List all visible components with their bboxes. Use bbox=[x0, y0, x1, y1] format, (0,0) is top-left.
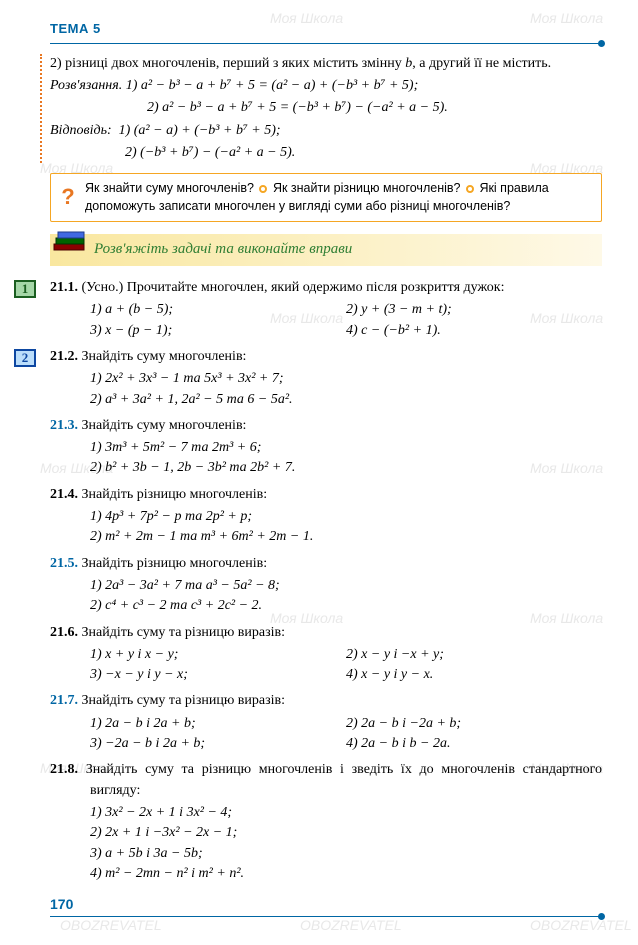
exercise-title: (Усно.) Прочитайте многочлен, який одерж… bbox=[82, 280, 505, 295]
exercise: 221.2. Знайдіть суму многочленів:1) 2x² … bbox=[50, 347, 602, 410]
problem-text-2: 2) різниці двох многочленів, перший з як… bbox=[50, 54, 602, 74]
exercise: 21.7. Знайдіть суму та різницю виразів: 1… bbox=[50, 691, 602, 754]
answer-line-1: Відповідь: 1) (a² − a) + (−b³ + b⁷ + 5); bbox=[50, 121, 602, 141]
exercise-item: 2) 2a − b і −2a + b; bbox=[346, 714, 602, 734]
exercise-item: 2) a³ + 3a² + 1, 2a² − 5 та 6 − 5a². bbox=[50, 390, 602, 410]
exercise-title: Знайдіть суму та різницю виразів: bbox=[82, 693, 286, 708]
exercise-number: 21.2. bbox=[50, 349, 78, 364]
exercise-item: 4) m² − 2mn − n² і m² + n². bbox=[50, 864, 602, 884]
exercise-item: 4) 2a − b і b − 2a. bbox=[346, 734, 602, 754]
exercise-number: 21.5. bbox=[50, 556, 78, 571]
exercise-item: 3) −2a − b і 2a + b; bbox=[90, 734, 346, 754]
exercise-item: 1) x + y і x − y; bbox=[90, 645, 346, 665]
level-marker-2: 2 bbox=[14, 349, 36, 367]
exercise-title: Знайдіть суму та різницю виразів: bbox=[82, 625, 286, 640]
level-marker-1: 1 bbox=[14, 280, 36, 298]
exercise-item: 2) m² + 2m − 1 та m³ + 6m² + 2m − 1. bbox=[50, 527, 602, 547]
exercise: 21.6. Знайдіть суму та різницю виразів: 1… bbox=[50, 623, 602, 686]
exercise-number: 21.6. bbox=[50, 625, 78, 640]
theme-header: ТЕМА 5 bbox=[50, 20, 602, 39]
exercise-item: 1) a + (b − 5); bbox=[90, 300, 346, 320]
exercise-number: 21.3. bbox=[50, 418, 78, 433]
exercise-item: 3) −x − y і y − x; bbox=[90, 665, 346, 685]
exercise-item: 2) b² + 3b − 1, 2b − 3b² та 2b² + 7. bbox=[50, 458, 602, 478]
exercise: 21.5. Знайдіть різницю многочленів: 1) 2a… bbox=[50, 554, 602, 617]
exercise-item: 1) 2a − b і 2a + b; bbox=[90, 714, 346, 734]
worked-solution: 2) різниці двох многочленів, перший з як… bbox=[40, 54, 602, 163]
exercise-item: 1) 2x² + 3x³ − 1 та 5x³ + 3x² + 7; bbox=[50, 369, 602, 389]
watermark: OBOZREVATEL bbox=[530, 915, 632, 935]
section-title: Розв'яжіть задачі та виконайте вправи bbox=[94, 241, 352, 257]
exercise-item: 2) y + (3 − m + t); bbox=[346, 300, 602, 320]
watermark: OBOZREVATEL bbox=[60, 915, 162, 935]
exercise-title: Знайдіть суму та різницю многочленів і з… bbox=[86, 762, 602, 797]
exercise: 21.4. Знайдіть різницю многочленів: 1) 4p… bbox=[50, 485, 602, 548]
exercise-item: 1) 3x² − 2x + 1 і 3x² − 4; bbox=[50, 803, 602, 823]
exercise-number: 21.1. bbox=[50, 280, 78, 295]
page-number: 170 bbox=[50, 894, 602, 914]
exercise-item: 4) x − y і y − x. bbox=[346, 665, 602, 685]
footer-rule bbox=[50, 916, 602, 917]
exercise: 21.3. Знайдіть суму многочленів: 1) 3m³ +… bbox=[50, 416, 602, 479]
exercise-item: 1) 4p³ + 7p² − p та 2p² + p; bbox=[50, 507, 602, 527]
exercise-item: 1) 2a³ − 3a² + 7 та a³ − 5a² − 8; bbox=[50, 576, 602, 596]
exercise-title: Знайдіть різницю многочленів: bbox=[82, 487, 268, 502]
exercise-item: 2) 2x + 1 і −3x² − 2x − 1; bbox=[50, 823, 602, 843]
watermark: OBOZREVATEL bbox=[300, 915, 402, 935]
exercise-item: 1) 3m³ + 5m² − 7 та 2m³ + 6; bbox=[50, 438, 602, 458]
answer-line-2: 2) (−b³ + b⁷) − (−a² + a − 5). bbox=[50, 143, 602, 163]
exercise-title: Знайдіть суму многочленів: bbox=[82, 349, 247, 364]
review-questions: Як знайти суму многочленів? Як знайти рі… bbox=[50, 173, 602, 222]
exercise: 121.1. (Усно.) Прочитайте многочлен, яки… bbox=[50, 278, 602, 341]
exercise-title: Знайдіть суму многочленів: bbox=[82, 418, 247, 433]
exercise-title: Знайдіть різницю многочленів: bbox=[82, 556, 268, 571]
books-icon bbox=[52, 230, 88, 260]
exercise-number: 21.7. bbox=[50, 693, 78, 708]
exercise-item: 3) a + 5b і 3a − 5b; bbox=[50, 844, 602, 864]
bullet-icon bbox=[259, 185, 267, 193]
exercise-item: 2) x − y і −x + y; bbox=[346, 645, 602, 665]
exercise-number: 21.8. bbox=[50, 762, 78, 777]
section-banner: Розв'яжіть задачі та виконайте вправи bbox=[50, 234, 602, 266]
exercise-item: 3) x − (p − 1); bbox=[90, 321, 346, 341]
question-1: Як знайти суму многочленів? bbox=[85, 181, 254, 195]
bullet-icon bbox=[466, 185, 474, 193]
question-2: Як знайти різницю многочленів? bbox=[273, 181, 461, 195]
exercise-item: 2) c⁴ + c³ − 2 та c³ + 2c² − 2. bbox=[50, 596, 602, 616]
exercise-number: 21.4. bbox=[50, 487, 78, 502]
solution-line-2: 2) a² − b³ − a + b⁷ + 5 = (−b³ + b⁷) − (… bbox=[50, 98, 602, 118]
exercise: 21.8. Знайдіть суму та різницю многочлен… bbox=[50, 760, 602, 884]
header-rule bbox=[50, 43, 602, 44]
solution-line-1: Розв'язання. 1) a² − b³ − a + b⁷ + 5 = (… bbox=[50, 76, 602, 96]
exercise-item: 4) c − (−b² + 1). bbox=[346, 321, 602, 341]
